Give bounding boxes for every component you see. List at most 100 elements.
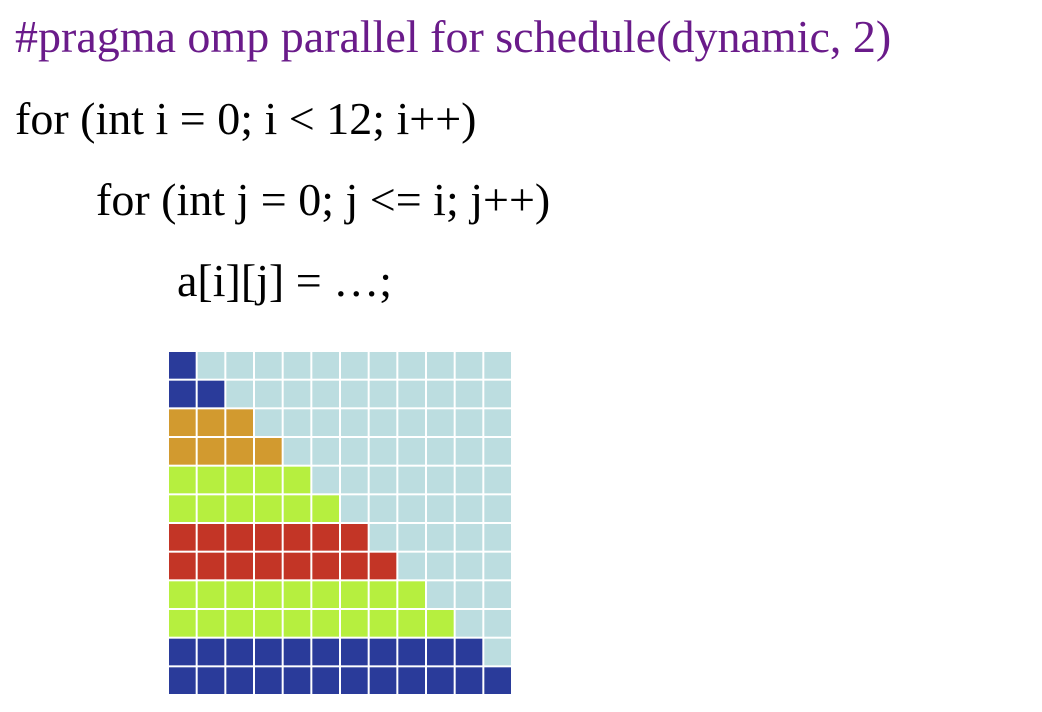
grid-cell-assigned [197,409,225,436]
grid-cell-assigned [197,438,225,465]
grid-cell-assigned [341,524,368,551]
grid-cell-assigned [283,552,311,580]
grid-cell-assigned [255,638,282,666]
grid-cell-empty [312,380,339,408]
grid-cell-empty [341,466,368,494]
grid-cell-empty [197,352,225,379]
grid-cell-assigned [283,667,311,694]
grid-cell-empty [427,524,454,551]
grid-cell-assigned [169,466,196,494]
grid-cell-assigned [226,638,253,666]
loop-body-statement: a[i][j] = …; [177,255,392,306]
grid-cell-assigned [369,638,397,666]
grid-cell-empty [255,409,282,436]
grid-cell-empty [226,352,253,379]
grid-cell-empty [484,380,511,408]
grid-cell-assigned [226,552,253,580]
grid-cell-assigned [283,495,311,522]
grid-cell-empty [398,466,425,494]
grid-cell-assigned [226,524,253,551]
grid-cell-empty [398,438,425,465]
grid-cell-assigned [226,581,253,608]
grid-cell-assigned [255,495,282,522]
grid-cell-empty [484,552,511,580]
grid-cell-assigned [283,581,311,608]
grid-cell-empty [312,466,339,494]
grid-cell-assigned [169,638,196,666]
grid-cell-assigned [169,524,196,551]
grid-cell-empty [369,380,397,408]
grid-cell-assigned [427,667,454,694]
grid-cell-empty [484,610,511,637]
grid-cell-empty [455,466,483,494]
grid-cell-empty [484,495,511,522]
grid-cell-empty [312,409,339,436]
grid-cell-empty [455,610,483,637]
grid-cell-empty [398,409,425,436]
grid-cell-assigned [197,638,225,666]
grid-cell-empty [398,352,425,379]
grid-cell-empty [283,438,311,465]
grid-cell-assigned [398,638,425,666]
grid-cell-empty [341,495,368,522]
grid-cell-assigned [398,610,425,637]
grid-cell-assigned [427,610,454,637]
grid-cell-assigned [312,552,339,580]
grid-cell-assigned [169,610,196,637]
grid-cell-assigned [398,667,425,694]
grid-cell-assigned [255,581,282,608]
grid-cell-empty [484,466,511,494]
grid-cell-assigned [255,552,282,580]
grid-cell-empty [427,380,454,408]
grid-cell-empty [484,438,511,465]
grid-cell-assigned [455,667,483,694]
grid-cell-empty [455,495,483,522]
grid-cell-assigned [255,438,282,465]
grid-cell-empty [427,552,454,580]
grid-cell-empty [455,524,483,551]
grid-cell-empty [398,380,425,408]
grid-cell-empty [427,495,454,522]
grid-cell-assigned [197,495,225,522]
grid-cell-empty [369,524,397,551]
grid-cell-empty [283,409,311,436]
grid-cell-assigned [169,409,196,436]
grid-cell-empty [283,380,311,408]
grid-cell-empty [398,552,425,580]
grid-cell-assigned [312,581,339,608]
grid-cell-empty [484,352,511,379]
grid-cell-empty [369,438,397,465]
grid-cell-assigned [226,438,253,465]
grid-cell-assigned [341,581,368,608]
grid-cell-empty [427,409,454,436]
grid-cell-assigned [283,610,311,637]
grid-cell-assigned [197,380,225,408]
grid-cell-empty [341,352,368,379]
grid-cell-empty [427,352,454,379]
grid-cell-assigned [169,438,196,465]
grid-cell-assigned [197,466,225,494]
grid-cell-assigned [312,524,339,551]
grid-background [168,351,512,695]
grid-cell-assigned [427,638,454,666]
grid-cell-assigned [226,610,253,637]
grid-cell-empty [226,380,253,408]
grid-cell-assigned [169,495,196,522]
inner-for-loop: for (int j = 0; j <= i; j++) [96,174,551,225]
grid-cell-assigned [226,495,253,522]
grid-cell-assigned [398,581,425,608]
grid-cell-assigned [169,352,196,379]
grid-cell-empty [484,524,511,551]
grid-cell-empty [255,380,282,408]
grid-cell-empty [398,495,425,522]
grid-cell-assigned [255,466,282,494]
grid-cell-assigned [455,638,483,666]
grid-cell-assigned [341,638,368,666]
grid-cell-assigned [341,552,368,580]
grid-cell-assigned [341,610,368,637]
grid-cell-assigned [283,524,311,551]
grid-cell-empty [484,409,511,436]
grid-cell-empty [312,438,339,465]
grid-cell-assigned [197,667,225,694]
grid-cell-assigned [197,524,225,551]
